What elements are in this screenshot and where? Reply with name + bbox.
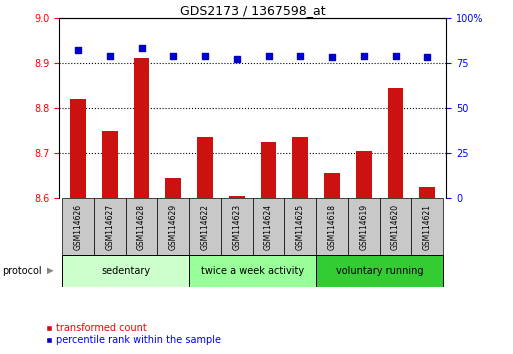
Bar [165,178,181,198]
Text: GSM114620: GSM114620 [391,204,400,250]
Text: GSM114623: GSM114623 [232,204,241,250]
Point [201,53,209,58]
Point [106,53,114,58]
Bar [316,198,348,255]
Point [137,46,146,51]
Bar [157,198,189,255]
Bar [102,131,117,198]
Bar [70,99,86,198]
Point [74,47,82,53]
Point [169,53,177,58]
Bar [133,58,149,198]
Bar [388,88,403,198]
Text: twice a week activity: twice a week activity [201,266,304,276]
Text: GSM114629: GSM114629 [169,204,178,250]
Text: GSM114622: GSM114622 [201,204,209,250]
Text: GSM114627: GSM114627 [105,204,114,250]
Bar [221,198,253,255]
Bar [189,198,221,255]
Bar [324,173,340,198]
Bar [253,198,284,255]
Title: GDS2173 / 1367598_at: GDS2173 / 1367598_at [180,4,325,17]
Point [423,55,431,60]
Text: protocol: protocol [3,266,42,276]
Bar [316,255,443,287]
Bar [261,142,277,198]
Bar [292,137,308,198]
Bar [126,198,157,255]
Bar [284,198,316,255]
Point [233,56,241,62]
Text: GSM114626: GSM114626 [73,204,83,250]
Point [360,53,368,58]
Text: GSM114624: GSM114624 [264,204,273,250]
Legend: transformed count, percentile rank within the sample: transformed count, percentile rank withi… [41,319,225,349]
Bar [189,255,316,287]
Bar [380,198,411,255]
Text: GSM114619: GSM114619 [359,204,368,250]
Point [264,53,272,58]
Bar [94,198,126,255]
Bar [356,151,372,198]
Text: sedentary: sedentary [101,266,150,276]
Text: GSM114618: GSM114618 [327,204,337,250]
Text: voluntary running: voluntary running [336,266,423,276]
Point [328,55,336,60]
Bar [229,196,245,198]
Bar [62,198,94,255]
Bar [197,137,213,198]
Text: GSM114625: GSM114625 [296,204,305,250]
Text: GSM114621: GSM114621 [423,204,432,250]
Point [296,53,304,58]
Bar [411,198,443,255]
Text: GSM114628: GSM114628 [137,204,146,250]
Bar [419,187,435,198]
Point [391,53,400,58]
Bar [62,255,189,287]
Bar [348,198,380,255]
